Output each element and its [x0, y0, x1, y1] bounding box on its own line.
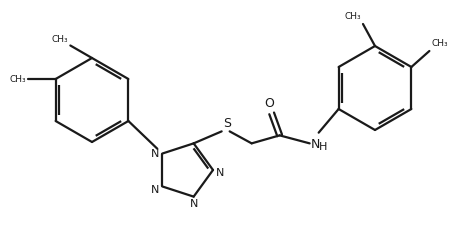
Text: CH₃: CH₃ [431, 39, 448, 48]
Text: CH₃: CH₃ [344, 12, 361, 21]
Text: N: N [151, 185, 159, 195]
Text: O: O [265, 97, 275, 110]
Text: N: N [216, 168, 224, 178]
Text: N: N [311, 138, 320, 151]
Text: N: N [151, 149, 159, 159]
Text: N: N [190, 199, 198, 209]
Text: CH₃: CH₃ [9, 74, 26, 83]
Text: H: H [319, 142, 327, 152]
Text: CH₃: CH₃ [52, 34, 68, 43]
Text: S: S [223, 117, 231, 130]
